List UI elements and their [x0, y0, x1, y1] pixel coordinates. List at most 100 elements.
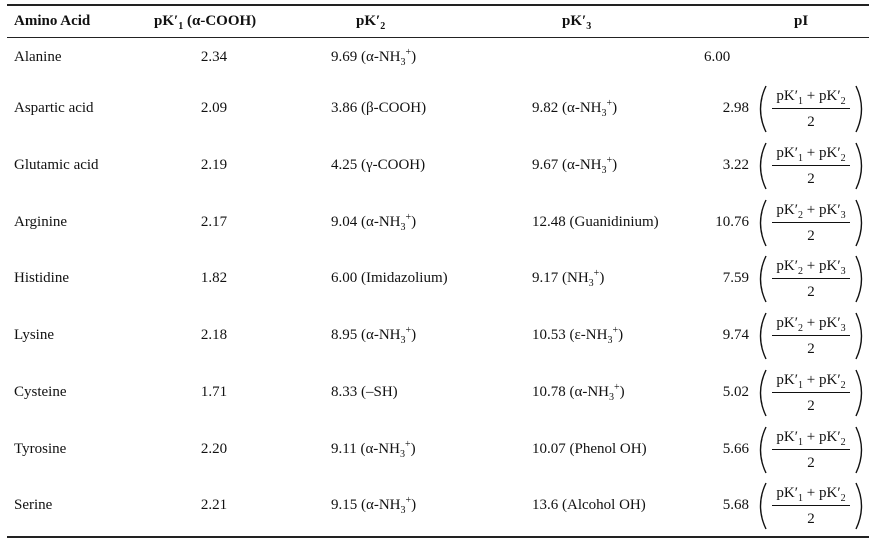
pi-value: 5.68: [722, 497, 749, 514]
fraction-bar: [772, 391, 850, 393]
pk3-value-pre: 12.48 (Guanidinium): [532, 213, 659, 230]
pk3-value: 10.53 (ε-NH3+): [532, 326, 623, 346]
formula-pk-b: pK′: [818, 315, 841, 331]
pk2-value-pre: 4.25 (γ-COOH): [331, 156, 426, 173]
pk3-value-sup: +: [606, 98, 613, 109]
amino-acid-name: Glutamic acid: [14, 156, 99, 173]
formula-parentheses: [759, 482, 863, 530]
pk2-value-sup: +: [404, 438, 411, 450]
formula-numerator: pK′1 + pK′2: [770, 428, 852, 448]
amino-acid-name: Lysine: [14, 327, 54, 343]
fraction-bar: [772, 164, 850, 166]
formula-sub-b: 2: [840, 96, 846, 107]
pk2-value: 8.33 (–SH): [331, 384, 398, 400]
header-pk2-sub: 2: [380, 21, 386, 32]
formula-pk-b: pK′: [818, 258, 841, 275]
pi-value: 5.02: [722, 383, 749, 400]
pi-value: 7.59: [722, 270, 749, 287]
formula-pk-b: pK′: [818, 88, 841, 104]
pk2-value-pre: 9.04 (α-NH: [331, 213, 401, 230]
pi-formula: pK′1 + pK′2 2: [756, 141, 866, 191]
pk1-value: 2.17: [200, 213, 228, 230]
header-pk1-sub: 1: [178, 21, 184, 32]
pi-value: 3.22: [722, 156, 749, 173]
pk3-value-sub: 3: [607, 335, 613, 346]
header-pk3: pK′3: [562, 13, 592, 32]
pk2-value-post: ): [411, 213, 417, 230]
header-pk2: pK′2: [356, 13, 386, 32]
formula-plus: +: [803, 428, 819, 445]
header-rule: [7, 37, 869, 38]
formula-parentheses: [759, 255, 863, 303]
pk2-value-sub: 3: [400, 335, 406, 346]
pk2-value-sup: +: [405, 211, 412, 223]
pk3-value-pre: 9.17 (NH: [532, 270, 589, 287]
fraction-bar: [772, 221, 850, 223]
amino-acid-name: Histidine: [14, 270, 69, 287]
pk1-value: 2.19: [200, 156, 228, 173]
formula-pk-a: pK′: [776, 315, 799, 331]
formula-sub-a: 2: [798, 209, 804, 221]
formula-pk-b: pK′: [818, 201, 841, 218]
pk2-value-pre: 3.86 (β-COOH): [331, 100, 427, 116]
formula-parentheses: [759, 199, 863, 246]
pk1-value: 2.09: [200, 100, 228, 116]
pk2-value: 9.15 (α-NH3+): [331, 495, 416, 516]
header-amino-acid: Amino Acid: [14, 13, 91, 29]
pk2-value-post: ): [410, 440, 416, 457]
pk2-value-sub: 3: [399, 448, 405, 460]
pk2-value-sup: +: [405, 495, 412, 507]
pk2-value-post: ): [411, 49, 417, 65]
formula-pk-b: pK′: [818, 371, 841, 388]
pk2-value-pre: 9.15 (α-NH: [331, 497, 401, 514]
pk3-value-sup: +: [606, 154, 613, 166]
amino-acid-name: Aspartic acid: [14, 100, 94, 116]
pk3-value-pre: 10.78 (α-NH: [532, 383, 610, 400]
fraction-bar: [772, 278, 850, 280]
pk1-value: 2.20: [200, 440, 228, 457]
formula-numerator: pK′1 + pK′2: [770, 485, 852, 505]
header-pk1-suffix: (α-COOH): [183, 13, 257, 29]
pk3-value-post: ): [612, 156, 618, 173]
formula-parentheses: [759, 369, 863, 417]
formula-pk-a: pK′: [776, 144, 799, 161]
pi-formula: pK′1 + pK′2 2: [756, 425, 866, 475]
pk3-value: 9.67 (α-NH3+): [532, 154, 618, 175]
formula-pk-a: pK′: [776, 428, 799, 445]
formula-sub-b: 3: [840, 266, 846, 278]
pi-value: 5.66: [722, 440, 749, 457]
formula-plus: +: [803, 88, 819, 104]
pk3-value-sup: +: [614, 381, 620, 393]
pk3-value-pre: 9.67 (α-NH: [532, 156, 602, 173]
formula-plus: +: [803, 201, 819, 218]
pk3-value: 13.6 (Alcohol OH): [532, 498, 646, 513]
pk2-value-sub: 3: [400, 57, 406, 68]
pk3-value: 9.17 (NH3+): [532, 269, 605, 289]
pk1-value: 2.21: [200, 497, 228, 514]
header-pi: pI: [794, 13, 809, 29]
pk2-value-post: ): [411, 327, 417, 343]
formula-sub-a: 1: [798, 152, 804, 164]
pi-formula: pK′2 + pK′3 2: [756, 198, 866, 248]
header-pk1: pK′1 (α-COOH): [154, 13, 257, 32]
formula-numerator: pK′1 + pK′2: [770, 371, 852, 391]
pi-value: 10.76: [715, 213, 749, 230]
formula-denominator: 2: [807, 170, 815, 187]
pi-formula: pK′1 + pK′2 2: [756, 84, 866, 134]
formula-pk-b: pK′: [818, 485, 841, 502]
amino-acid-name: Tyrosine: [14, 440, 67, 457]
pk2-value-pre: 8.95 (α-NH: [331, 327, 401, 343]
formula-pk-b: pK′: [818, 428, 841, 445]
header-pk1-main: pK′: [154, 13, 179, 29]
formula-sub-b: 2: [840, 493, 846, 505]
formula-plus: +: [803, 258, 819, 275]
pk3-value-sub: 3: [601, 108, 607, 119]
pi-value: 9.74: [722, 327, 749, 343]
header-pk3-sub: 3: [586, 21, 592, 32]
header-pk3-main: pK′: [562, 13, 587, 29]
fraction-bar: [772, 448, 850, 450]
pk3-value-post: ): [599, 270, 605, 287]
formula-plus: +: [803, 315, 819, 331]
amino-acid-name: Alanine: [14, 49, 62, 65]
formula-plus: +: [803, 485, 819, 502]
